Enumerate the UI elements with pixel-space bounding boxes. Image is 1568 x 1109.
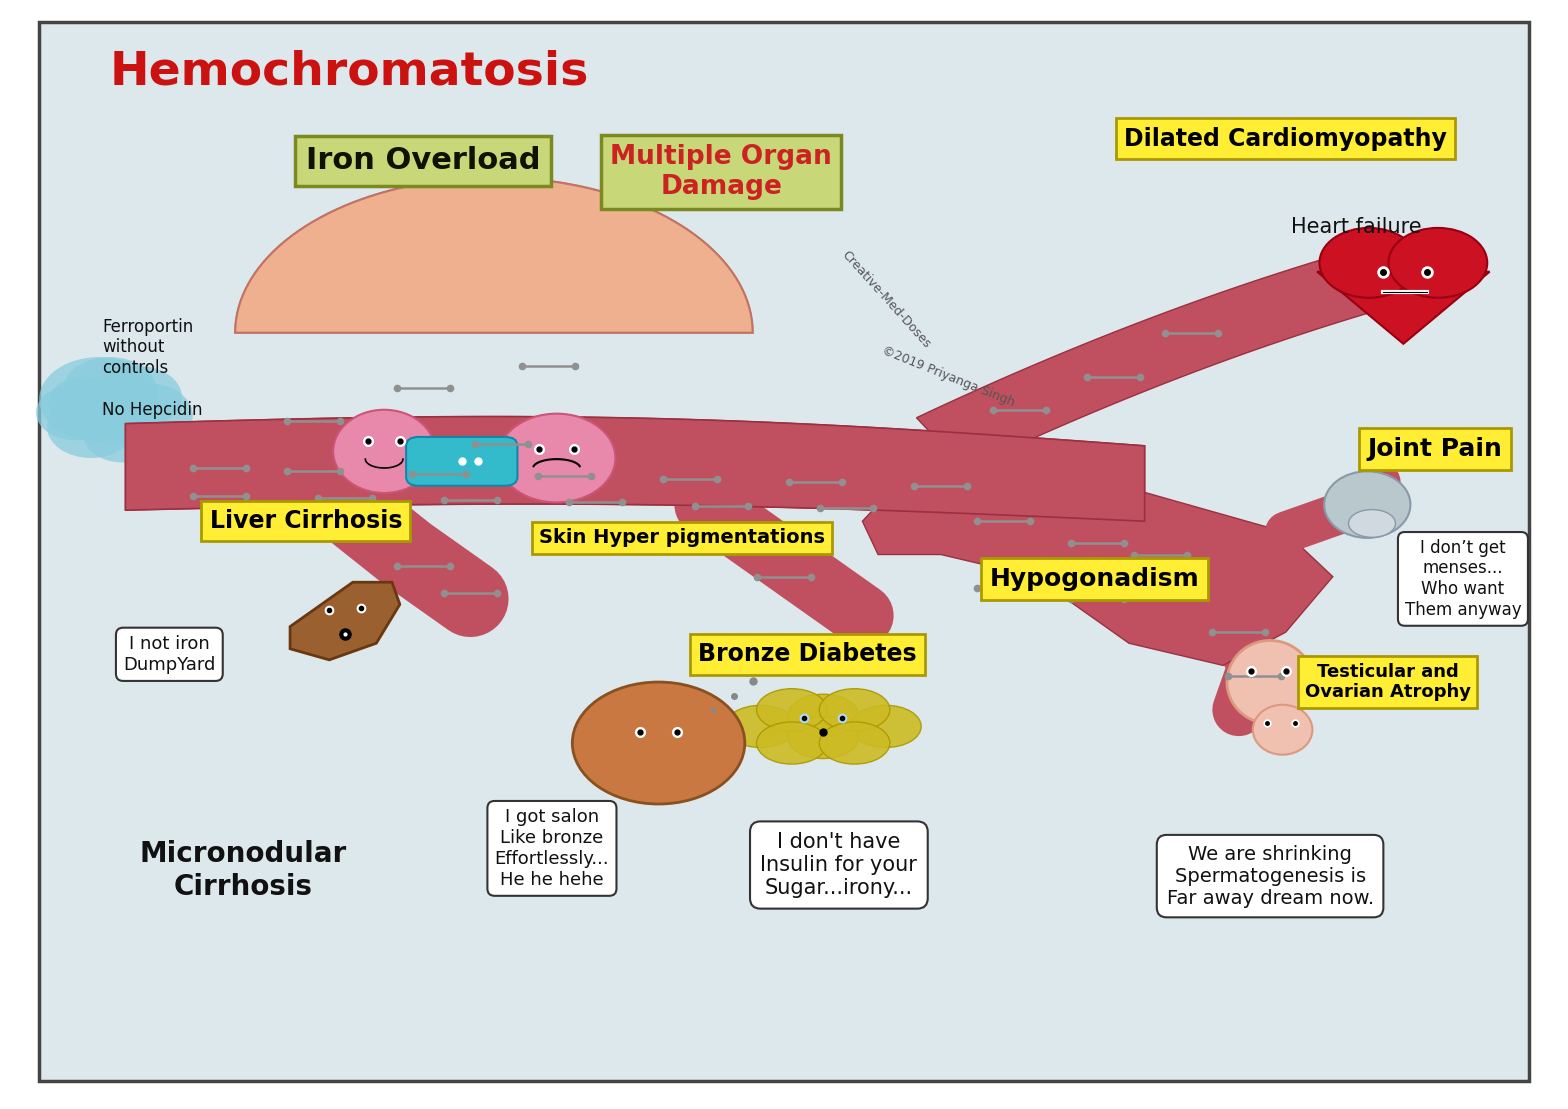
Polygon shape: [862, 466, 1333, 665]
Text: Liver Cirrhosis: Liver Cirrhosis: [210, 509, 401, 533]
Text: Multiple Organ
Damage: Multiple Organ Damage: [610, 144, 833, 200]
Text: Ferroportin
without
controls

No Hepcidin: Ferroportin without controls No Hepcidin: [102, 317, 202, 419]
Text: Creative-Med-Doses: Creative-Med-Doses: [839, 248, 933, 350]
Circle shape: [47, 396, 135, 458]
Ellipse shape: [850, 705, 922, 747]
Ellipse shape: [1323, 471, 1410, 538]
Text: Joint Pain: Joint Pain: [1367, 437, 1502, 461]
Text: Skin Hyper pigmentations: Skin Hyper pigmentations: [539, 528, 825, 548]
Ellipse shape: [789, 694, 859, 736]
Text: Heart failure: Heart failure: [1290, 217, 1422, 237]
Ellipse shape: [724, 705, 795, 747]
Ellipse shape: [332, 410, 434, 492]
Polygon shape: [916, 243, 1411, 469]
FancyBboxPatch shape: [406, 437, 517, 486]
Circle shape: [94, 366, 182, 428]
Text: ©2019 Priyanga Singh: ©2019 Priyanga Singh: [880, 345, 1018, 409]
Polygon shape: [235, 177, 753, 333]
Text: I don’t get
menses...
Who want
Them anyway: I don’t get menses... Who want Them anyw…: [1405, 539, 1521, 619]
Text: Micronodular
Cirrhosis: Micronodular Cirrhosis: [140, 841, 347, 901]
Circle shape: [572, 682, 745, 804]
Ellipse shape: [818, 722, 891, 764]
Ellipse shape: [756, 689, 828, 731]
Text: Iron Overload: Iron Overload: [306, 146, 541, 175]
Text: I got salon
Like bronze
Effortlessly...
He he hehe: I got salon Like bronze Effortlessly... …: [494, 808, 610, 888]
Circle shape: [1388, 228, 1486, 297]
Ellipse shape: [497, 414, 615, 502]
Polygon shape: [125, 417, 1145, 521]
FancyBboxPatch shape: [39, 22, 1529, 1081]
Text: We are shrinking
Spermatogenesis is
Far away dream now.: We are shrinking Spermatogenesis is Far …: [1167, 845, 1374, 907]
Text: Testicular and
Ovarian Atrophy: Testicular and Ovarian Atrophy: [1305, 663, 1471, 701]
Text: I don't have
Insulin for your
Sugar...irony...: I don't have Insulin for your Sugar...ir…: [760, 832, 917, 898]
Text: Dilated Cardiomyopathy: Dilated Cardiomyopathy: [1124, 126, 1447, 151]
Ellipse shape: [789, 716, 859, 759]
Ellipse shape: [1348, 510, 1396, 537]
Circle shape: [63, 357, 157, 424]
Circle shape: [99, 383, 193, 449]
Circle shape: [39, 357, 158, 441]
Polygon shape: [235, 177, 753, 333]
Circle shape: [49, 377, 118, 426]
Ellipse shape: [1253, 705, 1312, 754]
Ellipse shape: [1228, 641, 1312, 723]
Polygon shape: [1317, 272, 1490, 344]
Text: Hemochromatosis: Hemochromatosis: [110, 50, 590, 94]
Text: Bronze Diabetes: Bronze Diabetes: [698, 642, 917, 667]
Circle shape: [1319, 228, 1417, 297]
Ellipse shape: [818, 689, 891, 731]
Circle shape: [83, 407, 162, 462]
Circle shape: [36, 385, 114, 440]
Polygon shape: [290, 582, 400, 660]
Text: Hypogonadism: Hypogonadism: [989, 567, 1200, 591]
Polygon shape: [125, 417, 1145, 521]
Ellipse shape: [756, 722, 828, 764]
Text: I not iron
DumpYard: I not iron DumpYard: [124, 635, 215, 673]
